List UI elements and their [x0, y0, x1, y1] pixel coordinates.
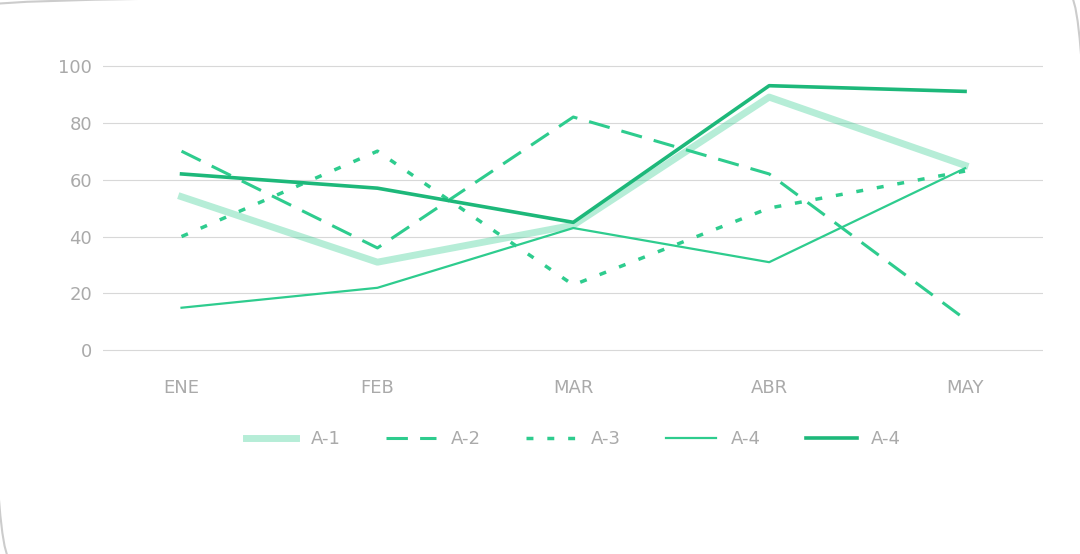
Legend: A-1, A-2, A-3, A-4, A-4: A-1, A-2, A-3, A-4, A-4 [239, 423, 908, 455]
